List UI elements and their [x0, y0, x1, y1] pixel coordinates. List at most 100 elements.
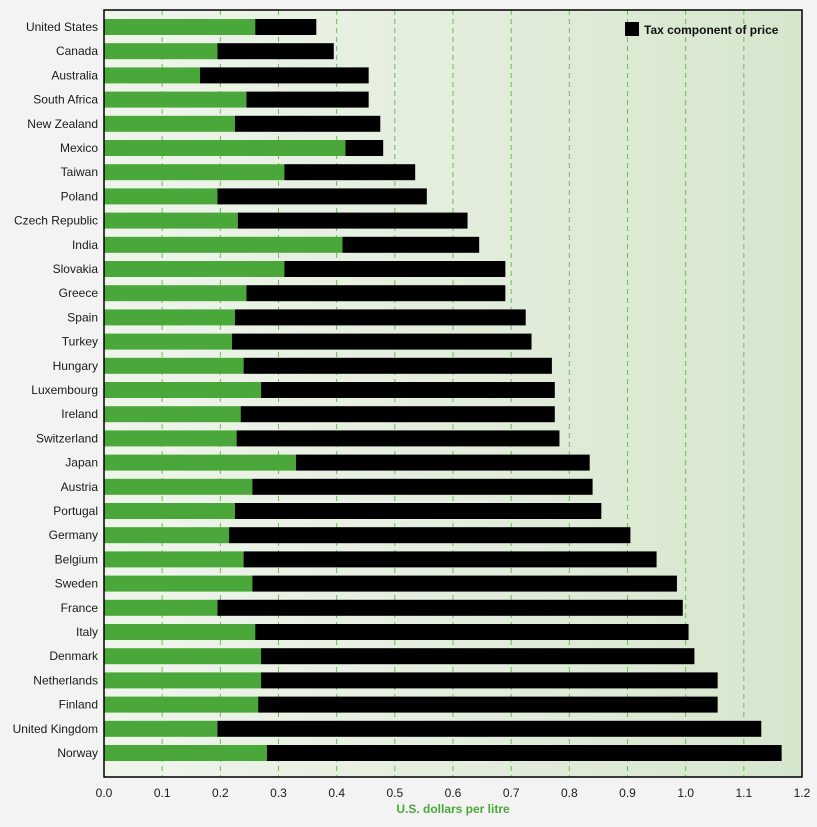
bar-base [104, 745, 267, 761]
category-label: Portugal [53, 504, 98, 518]
category-label: Germany [49, 528, 98, 542]
category-label: Denmark [49, 649, 99, 663]
bar-base [104, 648, 262, 665]
category-label: Finland [59, 698, 98, 712]
category-label: United Kingdom [13, 722, 98, 736]
bar-tax [252, 478, 593, 495]
bar-tax [229, 527, 631, 544]
bar-base [104, 236, 343, 253]
category-label: India [72, 238, 98, 252]
x-tick-label: 0.2 [212, 786, 229, 800]
x-tick-label: 1.2 [794, 786, 811, 800]
bar-tax [345, 140, 384, 156]
bar-base [104, 333, 232, 350]
category-label: Luxembourg [31, 383, 98, 397]
category-label: Austria [61, 480, 99, 494]
bar-tax [234, 309, 526, 326]
bar-base [104, 503, 235, 519]
bar-base [104, 478, 253, 495]
bar-tax [261, 382, 555, 398]
bar-base [104, 599, 218, 616]
category-label: United States [26, 20, 98, 34]
bar-tax [231, 333, 532, 350]
legend-swatch [625, 22, 639, 36]
x-tick-label: 0.6 [445, 786, 462, 800]
x-axis-label: U.S. dollars per litre [396, 802, 510, 816]
bar-base [104, 309, 235, 326]
bar-tax [246, 91, 369, 108]
bar-tax [255, 19, 317, 35]
bar-base [104, 527, 230, 544]
bar-base [104, 91, 247, 108]
category-label: Japan [65, 456, 98, 470]
bar-tax [217, 43, 334, 60]
x-tick-label: 0.0 [96, 786, 113, 800]
bar-tax [234, 503, 602, 519]
legend-label: Tax component of price [644, 23, 779, 37]
category-label: Belgium [55, 552, 98, 566]
x-tick-label: 0.7 [503, 786, 520, 800]
category-label: Turkey [62, 335, 98, 349]
bar-tax [258, 696, 718, 713]
bar-base [104, 212, 238, 229]
bar-tax [199, 67, 369, 84]
bar-base [104, 188, 218, 205]
bar-base [104, 43, 218, 60]
bar-tax [252, 575, 677, 592]
bar-tax [217, 188, 427, 205]
bar-tax [236, 430, 560, 447]
x-tick-label: 0.9 [619, 786, 636, 800]
category-label: Norway [57, 746, 98, 760]
category-label: Sweden [55, 577, 98, 591]
bar-base [104, 67, 200, 84]
bar-tax [234, 115, 381, 132]
bar-base [104, 382, 262, 398]
category-label: Slovakia [53, 262, 99, 276]
bar-base [104, 285, 247, 302]
category-label: France [61, 601, 99, 615]
plot-frame [103, 9, 803, 778]
bar-base [104, 454, 296, 471]
bar-base [104, 696, 259, 713]
bar-tax [284, 261, 506, 277]
x-tick-label: 0.8 [561, 786, 578, 800]
bar-tax [266, 745, 782, 761]
bar-base [104, 430, 237, 447]
legend: Tax component of price [625, 22, 779, 37]
bar-base [104, 19, 256, 35]
bar-base [104, 357, 244, 374]
bar-base [104, 551, 244, 568]
x-tick-label: 0.1 [154, 786, 171, 800]
bar-base [104, 164, 285, 181]
category-label: Ireland [61, 407, 98, 421]
category-label: Greece [59, 286, 99, 300]
bar-base [104, 140, 346, 156]
bar-tax [255, 624, 689, 640]
category-label: Australia [51, 68, 98, 82]
category-label: Switzerland [36, 431, 98, 445]
category-label: Mexico [60, 141, 98, 155]
category-label: Spain [67, 310, 98, 324]
bar-base [104, 261, 285, 277]
bar-base [104, 672, 262, 689]
category-label: Hungary [53, 359, 98, 373]
category-label: South Africa [33, 93, 98, 107]
bar-base [104, 115, 235, 132]
bar-tax [295, 454, 590, 471]
category-label: Poland [61, 189, 98, 203]
category-label: Italy [76, 625, 98, 639]
x-tick-label: 0.3 [270, 786, 287, 800]
bar-tax [261, 672, 718, 689]
category-label: New Zealand [27, 117, 98, 131]
bar-base [104, 624, 256, 640]
bar-base [104, 406, 241, 423]
category-label: Czech Republic [14, 214, 98, 228]
bar-tax [217, 599, 683, 616]
x-tick-labels: 0.0 0.1 0.2 0.3 0.4 0.5 0.6 0.7 0.8 0.9 1.0 1.1 1.2 [96, 786, 811, 800]
category-label: Canada [56, 44, 98, 58]
bar-tax [342, 236, 480, 253]
bar-tax [246, 285, 506, 302]
bar-tax [243, 551, 657, 568]
